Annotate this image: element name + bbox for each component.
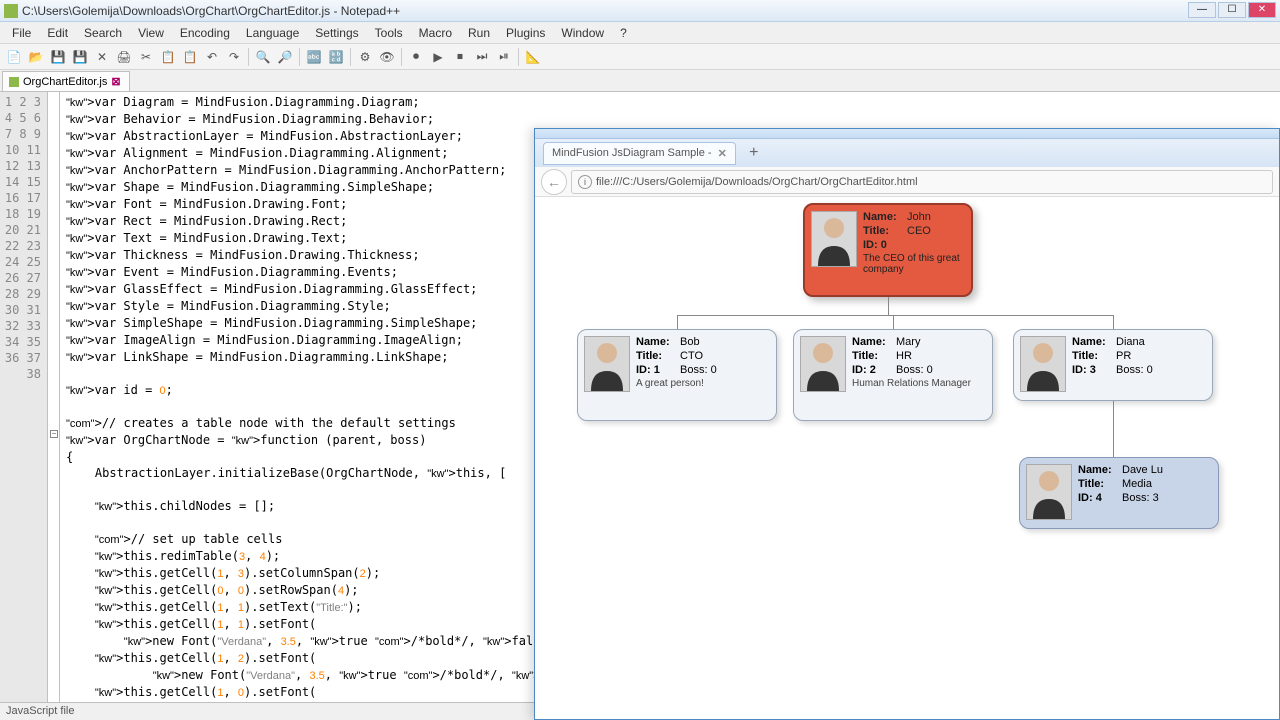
avatar: [800, 336, 846, 392]
close-button[interactable]: ✕: [1248, 2, 1276, 18]
toolbar-button[interactable]: ⏹: [450, 47, 470, 67]
toolbar-button[interactable]: ▶: [428, 47, 448, 67]
close-tab-icon[interactable]: ⊠: [111, 75, 120, 88]
fold-box[interactable]: −: [50, 430, 58, 438]
avatar: [1020, 336, 1066, 392]
toolbar-button[interactable]: 📋: [158, 47, 178, 67]
org-link: [677, 315, 1113, 316]
toolbar-button[interactable]: ↷: [224, 47, 244, 67]
menu-edit[interactable]: Edit: [39, 24, 76, 42]
close-browser-tab-icon[interactable]: ✕: [718, 147, 727, 160]
org-node[interactable]: Name:MaryTitle:HRID: 2Boss: 0Human Relat…: [793, 329, 993, 421]
org-node[interactable]: Name:BobTitle:CTOID: 1Boss: 0A great per…: [577, 329, 777, 421]
toolbar-button[interactable]: ⏺: [406, 47, 426, 67]
address-bar[interactable]: i file:///C:/Users/Golemija/Downloads/Or…: [571, 170, 1273, 194]
toolbar-button[interactable]: ✂: [136, 47, 156, 67]
org-link: [1113, 315, 1114, 329]
toolbar-button[interactable]: ⏯: [494, 47, 514, 67]
avatar: [584, 336, 630, 392]
toolbar-button[interactable]: ↶: [202, 47, 222, 67]
menu-plugins[interactable]: Plugins: [498, 24, 553, 42]
line-gutter: 1 2 3 4 5 6 7 8 9 10 11 12 13 14 15 16 1…: [0, 92, 48, 702]
toolbar-button[interactable]: 👁: [377, 47, 397, 67]
npp-title: C:\Users\Golemija\Downloads\OrgChart\Org…: [22, 4, 400, 18]
menu-file[interactable]: File: [4, 24, 39, 42]
npp-titlebar[interactable]: C:\Users\Golemija\Downloads\OrgChart\Org…: [0, 0, 1280, 22]
toolbar-button[interactable]: 💾: [48, 47, 68, 67]
menu-language[interactable]: Language: [238, 24, 307, 42]
toolbar: 📄📂💾💾✕🖨✂📋📋↶↷🔍🔎🔤🔡⚙👁⏺▶⏹⏭⏯📐: [0, 44, 1280, 70]
toolbar-button[interactable]: 📄: [4, 47, 24, 67]
menu-settings[interactable]: Settings: [307, 24, 366, 42]
toolbar-button[interactable]: 📂: [26, 47, 46, 67]
browser-toolbar: ← i file:///C:/Users/Golemija/Downloads/…: [535, 167, 1279, 197]
file-icon: [9, 77, 19, 87]
back-button[interactable]: ←: [541, 169, 567, 195]
url-text: file:///C:/Users/Golemija/Downloads/OrgC…: [596, 176, 918, 188]
browser-tab-label: MindFusion JsDiagram Sample -: [552, 147, 712, 159]
browser-tabs: MindFusion JsDiagram Sample - ✕ +: [535, 139, 1279, 167]
file-tab-label: OrgChartEditor.js: [23, 76, 107, 88]
toolbar-button[interactable]: 🔍: [253, 47, 273, 67]
org-link: [893, 315, 894, 329]
toolbar-button[interactable]: 📋: [180, 47, 200, 67]
menu-run[interactable]: Run: [460, 24, 498, 42]
menu-window[interactable]: Window: [553, 24, 612, 42]
status-text: JavaScript file: [6, 705, 74, 717]
maximize-button[interactable]: ☐: [1218, 2, 1246, 18]
toolbar-button[interactable]: 🔡: [326, 47, 346, 67]
org-link: [1113, 401, 1114, 457]
browser-window[interactable]: MindFusion JsDiagram Sample - ✕ + ← i fi…: [534, 128, 1280, 720]
toolbar-button[interactable]: 🔤: [304, 47, 324, 67]
org-node[interactable]: Name:JohnTitle:CEOID: 0The CEO of this g…: [803, 203, 973, 297]
toolbar-button[interactable]: 📐: [523, 47, 543, 67]
menu-encoding[interactable]: Encoding: [172, 24, 238, 42]
toolbar-button[interactable]: 🔎: [275, 47, 295, 67]
menubar: FileEditSearchViewEncodingLanguageSettin…: [0, 22, 1280, 44]
minimize-button[interactable]: —: [1188, 2, 1216, 18]
menu-macro[interactable]: Macro: [411, 24, 460, 42]
avatar: [811, 211, 857, 267]
new-tab-button[interactable]: +: [744, 143, 764, 163]
toolbar-button[interactable]: ⚙: [355, 47, 375, 67]
toolbar-button[interactable]: ⏭: [472, 47, 492, 67]
file-tabs: OrgChartEditor.js ⊠: [0, 70, 1280, 92]
toolbar-button[interactable]: ✕: [92, 47, 112, 67]
org-link: [677, 315, 678, 329]
browser-tab[interactable]: MindFusion JsDiagram Sample - ✕: [543, 142, 736, 165]
menu-search[interactable]: Search: [76, 24, 130, 42]
menu-?[interactable]: ?: [612, 24, 635, 42]
avatar: [1026, 464, 1072, 520]
menu-view[interactable]: View: [130, 24, 172, 42]
toolbar-button[interactable]: 🖨: [114, 47, 134, 67]
toolbar-button[interactable]: 💾: [70, 47, 90, 67]
site-info-icon[interactable]: i: [578, 175, 592, 189]
menu-tools[interactable]: Tools: [367, 24, 411, 42]
npp-icon: [4, 4, 18, 18]
fold-gutter: −: [48, 92, 60, 702]
org-node[interactable]: Name:Dave LuTitle:MediaID: 4Boss: 3: [1019, 457, 1219, 529]
file-tab[interactable]: OrgChartEditor.js ⊠: [2, 71, 130, 91]
browser-chrome-top[interactable]: [535, 129, 1279, 139]
org-node[interactable]: Name:DianaTitle:PRID: 3Boss: 0: [1013, 329, 1213, 401]
diagram-canvas[interactable]: Name:JohnTitle:CEOID: 0The CEO of this g…: [535, 199, 1279, 719]
org-link: [888, 297, 889, 315]
